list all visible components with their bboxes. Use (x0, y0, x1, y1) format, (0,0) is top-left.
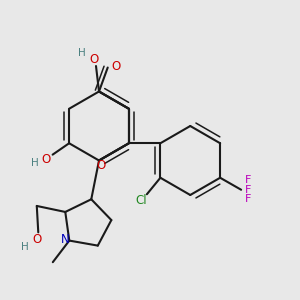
Text: O: O (97, 159, 106, 172)
Text: F: F (244, 194, 251, 204)
Text: O: O (32, 233, 41, 246)
Text: O: O (112, 59, 121, 73)
Text: F: F (244, 185, 251, 195)
Text: O: O (90, 53, 99, 66)
Text: N: N (60, 232, 69, 246)
Text: O: O (41, 153, 51, 166)
Text: H: H (31, 158, 38, 168)
Text: Cl: Cl (136, 194, 147, 207)
Text: H: H (21, 242, 29, 252)
Text: H: H (78, 48, 86, 58)
Text: F: F (244, 175, 251, 185)
